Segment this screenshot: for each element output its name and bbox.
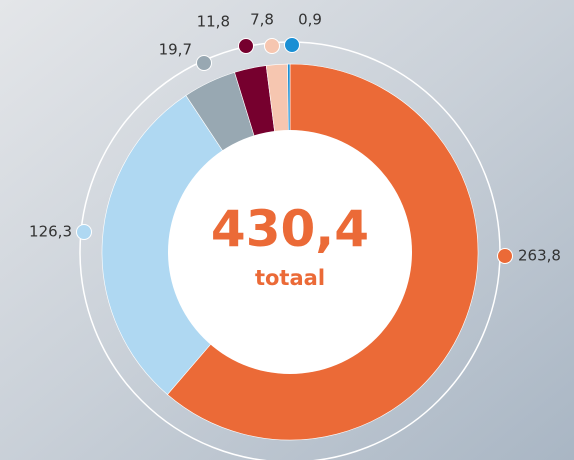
label-dot <box>285 38 300 53</box>
label-dot <box>197 56 212 71</box>
label-dot <box>265 39 280 54</box>
label-dot <box>239 39 254 54</box>
total-caption: totaal <box>255 266 325 290</box>
label-dot <box>498 249 513 264</box>
chart: 430,4 totaal 263,8 126,3 19,7 11,8 7,8 0,9 <box>0 0 574 460</box>
value-label: 0,9 <box>298 11 322 29</box>
total: 430,4 <box>211 200 369 258</box>
page: 430,4 totaal 263,8126,319,711,87,80,9 ((… <box>0 0 574 460</box>
label-dot <box>77 225 92 240</box>
value-label: 11,8 <box>197 13 230 31</box>
value-label: 7,8 <box>250 11 274 29</box>
value-label: 126,3 <box>29 223 72 241</box>
value-label: 19,7 <box>159 41 192 59</box>
value-label: 263,8 <box>518 247 561 265</box>
